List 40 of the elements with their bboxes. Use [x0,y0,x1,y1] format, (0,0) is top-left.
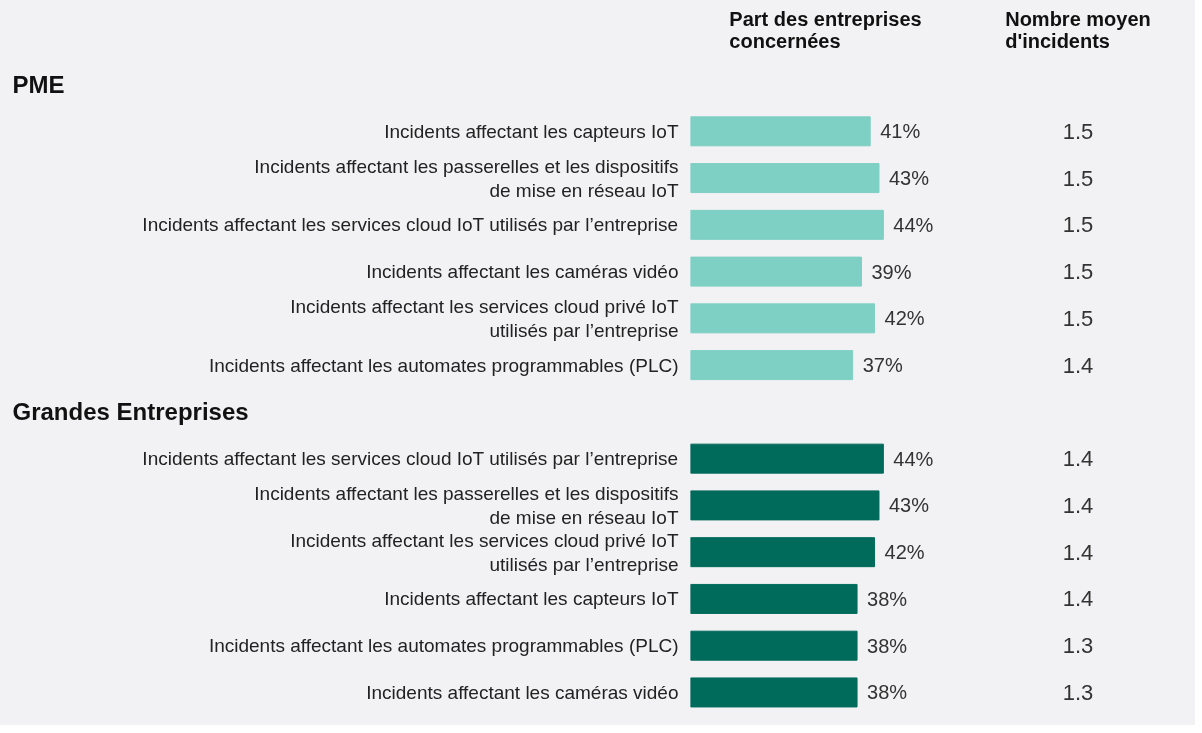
data-label: 37% [862,354,903,377]
data-label: 1.5 [1062,212,1094,238]
data-label: 1.4 [1062,446,1094,472]
data-label: 38% [867,681,908,704]
data-label: 1.5 [1062,165,1094,191]
data-label: 42% [884,307,925,330]
text: Grandes Entreprises [12,398,249,426]
data-label: 1.5 [1062,305,1094,331]
y-tick-label: Incidents affectant les automates programmables (PLC) [208,635,679,657]
y-tick-label: Incidents affectant les services cloud IoT utilisés par l’entreprise [142,214,679,236]
y-tick-label: Incidents affectant les capteurs IoT [384,120,679,142]
data-label: 1.3 [1062,679,1094,705]
y-tick-label: Incidents affectant les automates programmables (PLC) [208,354,679,376]
y-tick-label: Incidents affectant les services cloud privé IoT utilisés par l’entreprise [290,529,679,575]
y-tick-label: Incidents affectant les services cloud IoT utilisés par l’entreprise [142,448,679,470]
data-label: 1.4 [1062,492,1094,518]
data-label: 41% [880,120,921,143]
data-label: 1.3 [1062,633,1094,659]
data-label: 43% [888,167,930,190]
data-label: 39% [871,260,912,283]
y-tick-label: Incidents affectant les capteurs IoT [384,588,679,610]
y-tick-label: Incidents affectant les passerelles et les dispositifs de mise en réseau IoT [254,155,679,201]
y-tick-label: Incidents affectant les caméras vidéo [366,681,679,703]
data-label: 1.4 [1062,586,1094,612]
chart-title: Part des entreprises concernées [729,7,922,52]
data-label: 44% [893,447,934,470]
data-label: 44% [893,213,934,236]
data-label: 1.4 [1062,352,1094,378]
data-label: 43% [888,494,930,517]
data-label: 38% [867,587,908,610]
text: Nombre moyen d'incidents [1005,7,1151,52]
y-tick-label: Incidents affectant les caméras vidéo [366,261,679,283]
text: PME [12,71,65,99]
data-label: 1.5 [1062,118,1094,144]
y-tick-label: Incidents affectant les passerelles et les dispositifs de mise en réseau IoT [254,482,679,528]
data-label: 38% [867,634,908,657]
data-label: 1.4 [1062,539,1094,565]
data-label: 42% [884,541,925,564]
data-label: 1.5 [1062,259,1094,285]
y-tick-label: Incidents affectant les services cloud privé IoT utilisés par l’entreprise [290,295,679,341]
